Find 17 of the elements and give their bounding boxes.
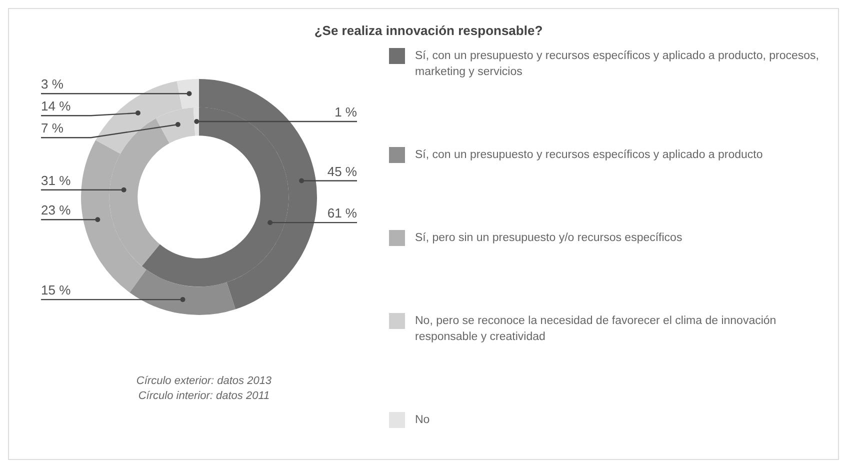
data-label: 1 %: [334, 104, 358, 120]
data-label: 61 %: [327, 206, 358, 221]
legend-label: Sí, pero sin un presupuesto y/o recursos específicos: [415, 231, 682, 246]
data-label: 45 %: [327, 164, 358, 179]
text: Círculo exterior: datos 2013: [135, 374, 273, 389]
chart-title: ¿Se realiza innovación responsable?: [313, 22, 544, 38]
text: Círculo interior: datos 2011: [137, 389, 271, 404]
legend-label: Sí, con un presupuesto y recursos específicos y aplicado a producto, procesos, marketing y servicios: [415, 49, 819, 80]
legend-label: No, pero se reconoce la necesidad de favorecer el clima de innovación responsable y creatividad: [415, 314, 778, 345]
data-label: 14 %: [41, 98, 72, 114]
data-label: 7 %: [41, 120, 64, 136]
data-label: 15 %: [41, 282, 72, 298]
legend-label: Sí, con un presupuesto y recursos específicos y aplicado a producto: [415, 148, 763, 163]
data-label: 3 %: [41, 76, 64, 92]
legend-label: No: [415, 413, 430, 428]
data-label: 23 %: [41, 202, 72, 218]
data-label: 31 %: [41, 172, 72, 188]
